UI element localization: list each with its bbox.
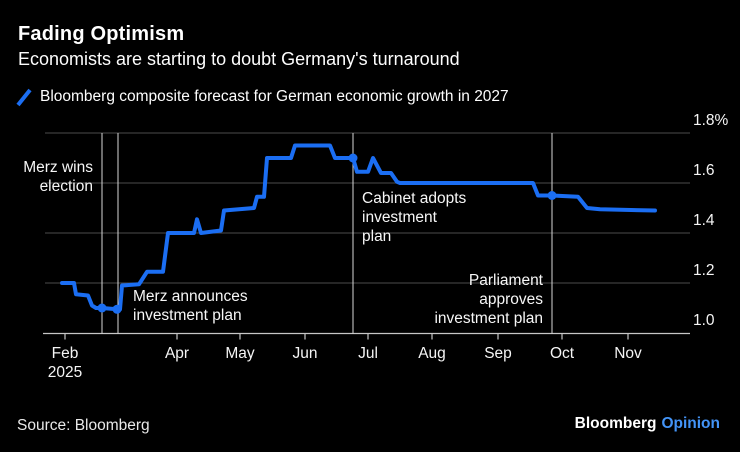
brand-logo: Bloomberg Opinion	[575, 415, 720, 433]
page-title: Fading Optimism	[18, 23, 185, 45]
data-point-marker	[348, 153, 358, 163]
brand-opinion: Opinion	[661, 415, 720, 432]
data-point-marker	[97, 303, 107, 313]
series-line	[60, 143, 657, 312]
page-subtitle: Economists are starting to doubt Germany…	[18, 49, 460, 69]
source-note: Source: Bloomberg	[17, 417, 150, 434]
legend-label: Bloomberg composite forecast for German …	[40, 88, 509, 105]
legend-line-icon	[16, 87, 32, 107]
legend: Bloomberg composite forecast for German …	[16, 87, 509, 107]
brand-bloomberg: Bloomberg	[574, 415, 657, 432]
data-point-marker	[547, 191, 557, 200]
data-point-marker	[112, 304, 122, 314]
